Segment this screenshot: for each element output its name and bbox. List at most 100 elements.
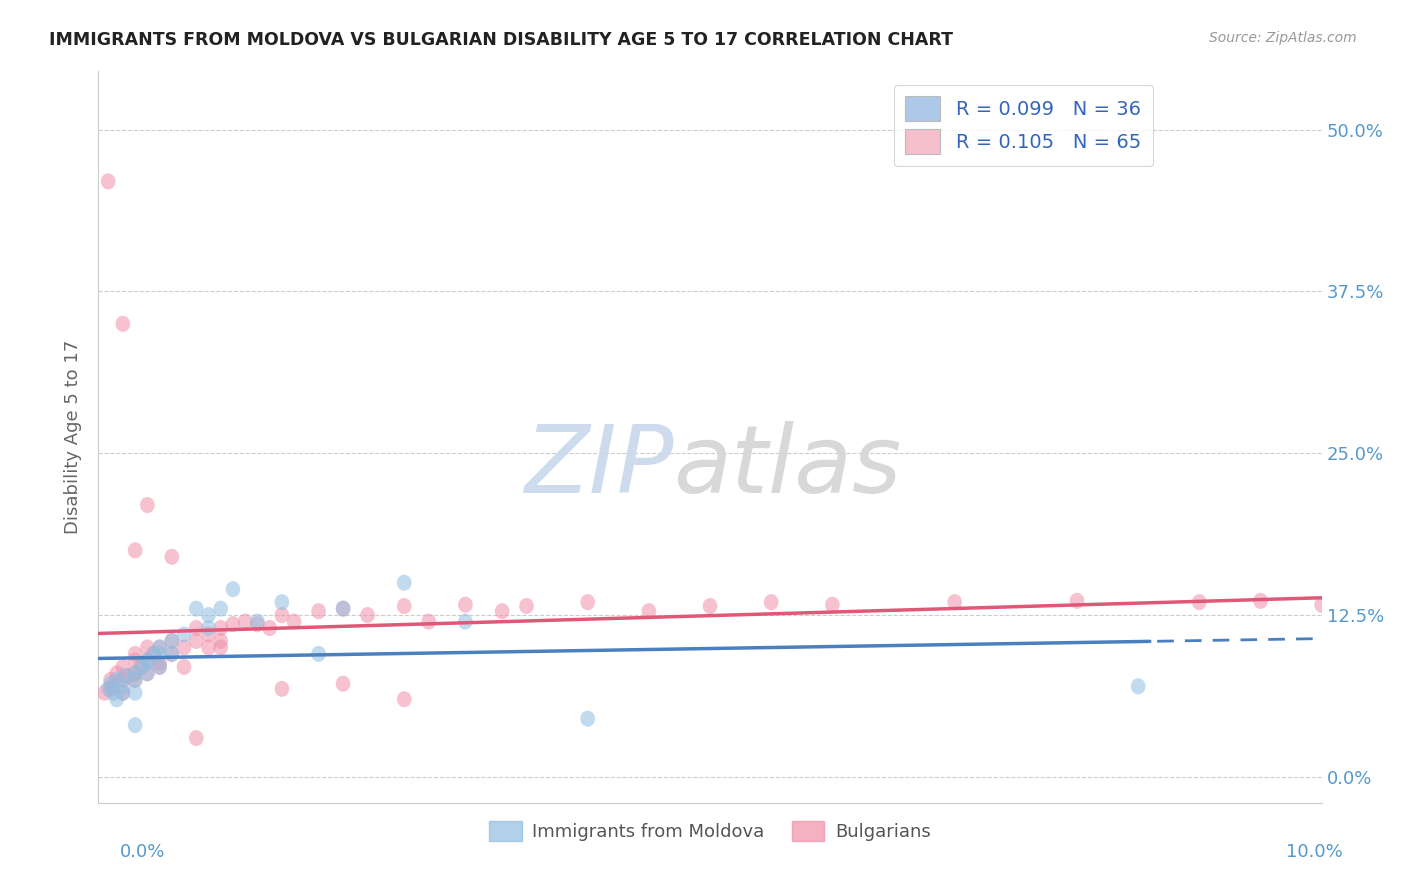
Ellipse shape bbox=[396, 598, 412, 614]
Ellipse shape bbox=[97, 685, 112, 701]
Ellipse shape bbox=[360, 607, 375, 624]
Ellipse shape bbox=[115, 672, 131, 688]
Ellipse shape bbox=[152, 655, 167, 671]
Ellipse shape bbox=[458, 614, 472, 630]
Ellipse shape bbox=[103, 681, 118, 697]
Ellipse shape bbox=[287, 614, 301, 630]
Ellipse shape bbox=[263, 620, 277, 636]
Text: Source: ZipAtlas.com: Source: ZipAtlas.com bbox=[1209, 31, 1357, 45]
Text: 0.0%: 0.0% bbox=[120, 843, 165, 861]
Text: IMMIGRANTS FROM MOLDOVA VS BULGARIAN DISABILITY AGE 5 TO 17 CORRELATION CHART: IMMIGRANTS FROM MOLDOVA VS BULGARIAN DIS… bbox=[49, 31, 953, 49]
Ellipse shape bbox=[128, 646, 142, 662]
Ellipse shape bbox=[105, 685, 121, 701]
Text: ZIP: ZIP bbox=[523, 421, 673, 512]
Ellipse shape bbox=[311, 646, 326, 662]
Ellipse shape bbox=[152, 640, 167, 656]
Ellipse shape bbox=[115, 685, 131, 701]
Ellipse shape bbox=[141, 652, 155, 668]
Ellipse shape bbox=[165, 633, 179, 649]
Ellipse shape bbox=[165, 549, 179, 565]
Ellipse shape bbox=[115, 316, 131, 332]
Ellipse shape bbox=[225, 616, 240, 632]
Ellipse shape bbox=[1130, 678, 1146, 694]
Ellipse shape bbox=[1070, 593, 1084, 609]
Ellipse shape bbox=[103, 675, 118, 691]
Ellipse shape bbox=[110, 691, 124, 707]
Ellipse shape bbox=[177, 640, 191, 656]
Ellipse shape bbox=[336, 600, 350, 616]
Ellipse shape bbox=[1315, 597, 1329, 613]
Ellipse shape bbox=[134, 659, 149, 675]
Ellipse shape bbox=[201, 626, 217, 642]
Ellipse shape bbox=[177, 626, 191, 642]
Ellipse shape bbox=[214, 620, 228, 636]
Y-axis label: Disability Age 5 to 17: Disability Age 5 to 17 bbox=[63, 340, 82, 534]
Ellipse shape bbox=[105, 678, 121, 694]
Ellipse shape bbox=[250, 614, 264, 630]
Ellipse shape bbox=[128, 672, 142, 688]
Ellipse shape bbox=[581, 594, 595, 610]
Ellipse shape bbox=[188, 600, 204, 616]
Ellipse shape bbox=[641, 603, 657, 619]
Ellipse shape bbox=[1253, 593, 1268, 609]
Ellipse shape bbox=[152, 659, 167, 675]
Ellipse shape bbox=[214, 600, 228, 616]
Ellipse shape bbox=[128, 717, 142, 733]
Ellipse shape bbox=[118, 668, 132, 684]
Ellipse shape bbox=[128, 652, 142, 668]
Ellipse shape bbox=[141, 665, 155, 681]
Ellipse shape bbox=[103, 672, 118, 688]
Ellipse shape bbox=[165, 646, 179, 662]
Ellipse shape bbox=[146, 646, 160, 662]
Ellipse shape bbox=[152, 659, 167, 675]
Ellipse shape bbox=[122, 668, 136, 684]
Ellipse shape bbox=[238, 614, 253, 630]
Ellipse shape bbox=[128, 672, 142, 688]
Ellipse shape bbox=[141, 652, 155, 668]
Ellipse shape bbox=[101, 173, 115, 189]
Ellipse shape bbox=[128, 665, 142, 681]
Ellipse shape bbox=[146, 646, 160, 662]
Ellipse shape bbox=[948, 594, 962, 610]
Ellipse shape bbox=[495, 603, 509, 619]
Ellipse shape bbox=[336, 675, 350, 691]
Ellipse shape bbox=[225, 582, 240, 598]
Ellipse shape bbox=[115, 659, 131, 675]
Text: 10.0%: 10.0% bbox=[1286, 843, 1343, 861]
Ellipse shape bbox=[201, 607, 217, 624]
Ellipse shape bbox=[188, 730, 204, 746]
Ellipse shape bbox=[165, 646, 179, 662]
Ellipse shape bbox=[115, 685, 131, 701]
Ellipse shape bbox=[177, 659, 191, 675]
Ellipse shape bbox=[703, 598, 717, 614]
Ellipse shape bbox=[519, 598, 534, 614]
Ellipse shape bbox=[128, 685, 142, 701]
Ellipse shape bbox=[250, 616, 264, 632]
Ellipse shape bbox=[141, 665, 155, 681]
Ellipse shape bbox=[141, 497, 155, 513]
Ellipse shape bbox=[311, 603, 326, 619]
Ellipse shape bbox=[214, 633, 228, 649]
Legend: Immigrants from Moldova, Bulgarians: Immigrants from Moldova, Bulgarians bbox=[482, 814, 938, 848]
Ellipse shape bbox=[422, 614, 436, 630]
Ellipse shape bbox=[274, 594, 290, 610]
Ellipse shape bbox=[165, 633, 179, 649]
Ellipse shape bbox=[188, 620, 204, 636]
Ellipse shape bbox=[188, 633, 204, 649]
Ellipse shape bbox=[763, 594, 779, 610]
Ellipse shape bbox=[141, 640, 155, 656]
Ellipse shape bbox=[110, 672, 124, 688]
Ellipse shape bbox=[101, 681, 115, 697]
Ellipse shape bbox=[336, 600, 350, 616]
Ellipse shape bbox=[152, 640, 167, 656]
Ellipse shape bbox=[1192, 594, 1206, 610]
Ellipse shape bbox=[134, 659, 149, 675]
Ellipse shape bbox=[214, 640, 228, 656]
Ellipse shape bbox=[201, 620, 217, 636]
Ellipse shape bbox=[141, 655, 155, 671]
Ellipse shape bbox=[825, 597, 839, 613]
Ellipse shape bbox=[201, 640, 217, 656]
Ellipse shape bbox=[128, 542, 142, 558]
Ellipse shape bbox=[152, 646, 167, 662]
Ellipse shape bbox=[581, 711, 595, 727]
